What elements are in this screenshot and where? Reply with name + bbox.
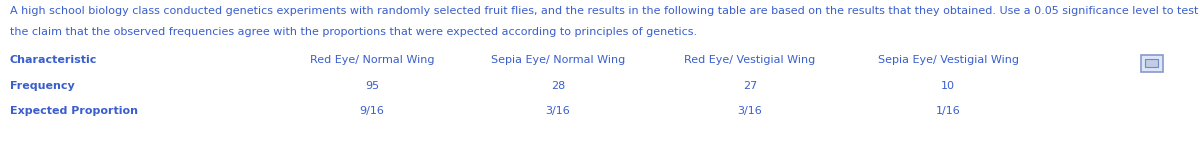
Text: 9/16: 9/16 [360,106,384,116]
FancyBboxPatch shape [1141,55,1163,72]
Text: Sepia Eye/ Normal Wing: Sepia Eye/ Normal Wing [491,55,625,65]
Text: 28: 28 [551,81,565,91]
Text: 27: 27 [743,81,757,91]
Text: 95: 95 [365,81,379,91]
Text: Expected Proportion: Expected Proportion [10,106,138,116]
Text: 1/16: 1/16 [936,106,960,116]
Text: Red Eye/ Normal Wing: Red Eye/ Normal Wing [310,55,434,65]
Text: 3/16: 3/16 [738,106,762,116]
Text: 10: 10 [941,81,955,91]
Text: 3/16: 3/16 [546,106,570,116]
Text: A high school biology class conducted genetics experiments with randomly selecte: A high school biology class conducted ge… [10,6,1198,16]
Text: Frequency: Frequency [10,81,74,91]
Text: Characteristic: Characteristic [10,55,97,65]
FancyBboxPatch shape [1145,59,1158,67]
Text: Sepia Eye/ Vestigial Wing: Sepia Eye/ Vestigial Wing [877,55,1019,65]
Text: the claim that the observed frequencies agree with the proportions that were exp: the claim that the observed frequencies … [10,27,697,37]
Text: Red Eye/ Vestigial Wing: Red Eye/ Vestigial Wing [684,55,816,65]
